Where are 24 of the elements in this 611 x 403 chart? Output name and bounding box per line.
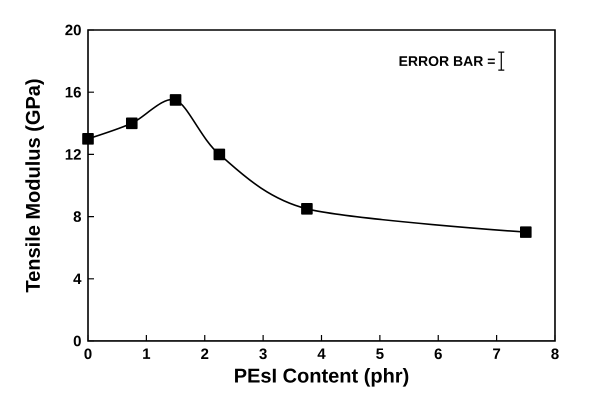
y-tick-label: 12 xyxy=(66,149,81,160)
y-tick-label: 16 xyxy=(66,86,81,98)
point xyxy=(301,203,313,215)
point xyxy=(520,226,532,238)
y-tick-label: 4 xyxy=(73,274,82,284)
point xyxy=(82,133,94,145)
x-tick-label: 7 xyxy=(493,348,500,359)
point xyxy=(126,117,138,130)
y-tick-label: 20 xyxy=(65,24,81,36)
point xyxy=(214,148,226,160)
y-tick-label: 0 xyxy=(74,336,81,346)
x-tick-label: 5 xyxy=(376,348,384,359)
x-tick-label: 6 xyxy=(434,348,442,360)
x-axis-title: PEsI Content (phr) xyxy=(235,368,408,387)
x-tick-label: 1 xyxy=(143,348,150,359)
x-tick-label: 8 xyxy=(551,348,559,360)
x-tick-label: 2 xyxy=(201,348,208,359)
point xyxy=(170,94,182,106)
x-tick-label: 3 xyxy=(259,348,267,360)
x-tick-label: 0 xyxy=(84,348,92,360)
annotation: ERROR BAR = xyxy=(400,56,495,66)
x-tick-label: 4 xyxy=(318,348,326,359)
y-axis-title: Tensile Modulus (GPa) xyxy=(25,79,44,292)
y-tick-label: 8 xyxy=(74,211,81,222)
